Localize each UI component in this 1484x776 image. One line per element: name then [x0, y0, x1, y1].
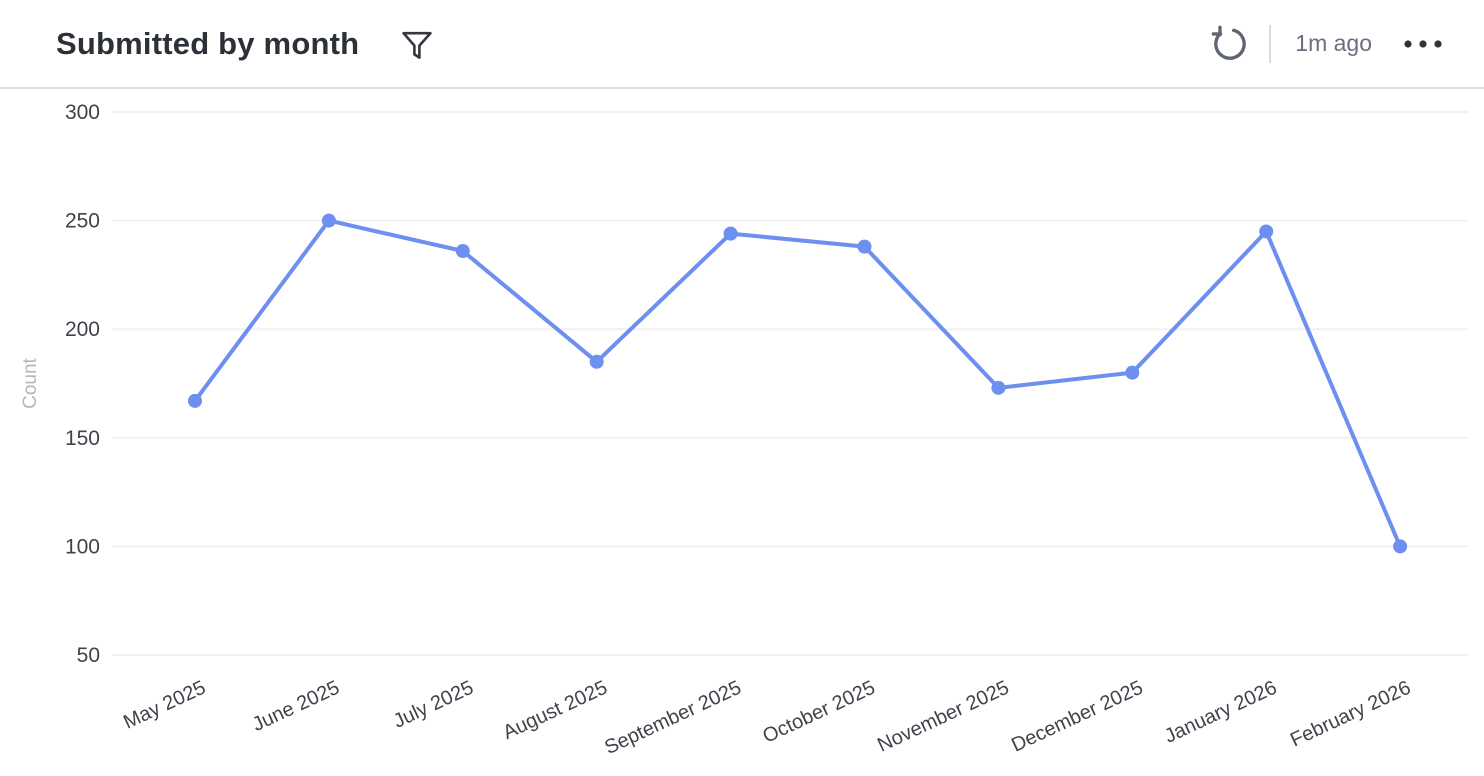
refresh-icon [1211, 25, 1247, 60]
last-refresh-time: 1m ago [1295, 30, 1372, 56]
chart-title: Submitted by month [56, 25, 360, 61]
data-point[interactable] [188, 393, 202, 408]
data-point[interactable] [857, 239, 872, 254]
chart-area: 50 100 150 200 250 300 Count May 2025 June 2025 J… [0, 89, 1484, 776]
x-tick-label: January 2026 [1161, 677, 1280, 748]
y-axis-title: Count [20, 357, 41, 408]
header-divider [1269, 24, 1272, 63]
x-tick-label: July 2025 [390, 677, 477, 733]
y-tick-label: 300 [65, 101, 100, 124]
card-header: Submitted by month 1m ago [0, 0, 1484, 89]
x-tick-label: December 2025 [1008, 677, 1146, 757]
y-tick-label: 250 [65, 210, 100, 233]
x-tick-label: October 2025 [759, 677, 878, 748]
data-point[interactable] [589, 354, 604, 369]
line-series [193, 218, 1403, 549]
y-tick-label: 100 [65, 535, 100, 558]
ellipsis-icon [1404, 39, 1442, 48]
y-tick-label: 200 [65, 318, 100, 341]
line-chart: 50 100 150 200 250 300 Count May 2025 June 2025 J… [20, 101, 1468, 759]
data-point[interactable] [1393, 539, 1408, 554]
x-tick-label: May 2025 [120, 677, 209, 734]
data-point[interactable] [1125, 365, 1140, 380]
x-tick-label: November 2025 [874, 677, 1012, 757]
data-point[interactable] [455, 244, 470, 259]
data-point[interactable] [991, 380, 1006, 395]
x-tick-label: June 2025 [249, 677, 343, 736]
x-tick-label: February 2026 [1287, 677, 1414, 752]
y-tick-label: 150 [65, 427, 100, 450]
header-actions: 1m ago [1209, 23, 1446, 65]
x-tick-label: September 2025 [601, 677, 744, 759]
data-point[interactable] [321, 213, 336, 228]
funnel-icon [402, 31, 432, 59]
filter-button[interactable] [401, 29, 433, 62]
data-point[interactable] [723, 226, 738, 241]
x-tick-label: August 2025 [500, 677, 611, 744]
refresh-button[interactable] [1209, 23, 1251, 65]
y-tick-label: 50 [77, 644, 100, 667]
data-point[interactable] [1259, 224, 1274, 239]
menu-button[interactable] [1402, 38, 1446, 50]
